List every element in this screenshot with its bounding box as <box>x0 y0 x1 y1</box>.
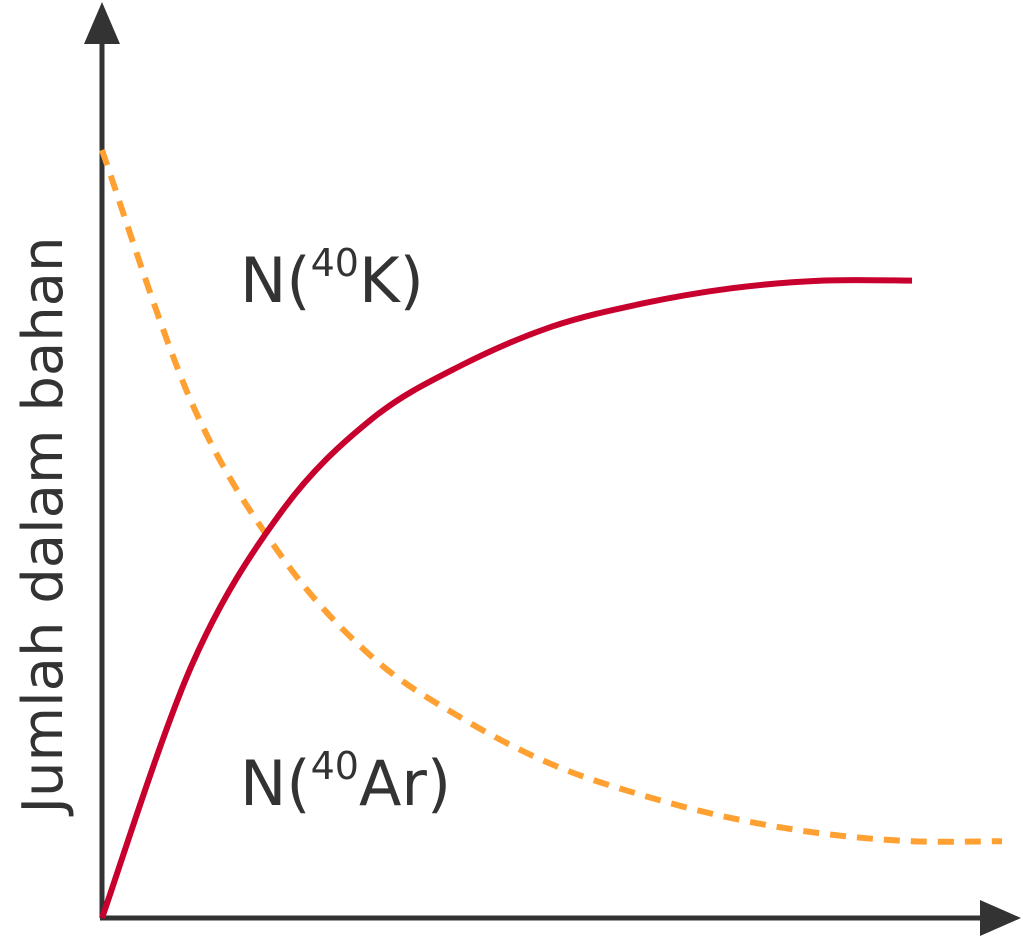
series-label-k-sup: 40 <box>311 241 359 285</box>
series-label-ar: N(40Ar) <box>240 744 451 820</box>
series-label-ar-main: N( <box>240 747 311 820</box>
x-axis-arrowhead <box>980 900 1021 936</box>
series-label-k: N(40K) <box>240 241 424 317</box>
axes <box>84 2 1021 936</box>
y-axis-label: Jumlah dalam bahan <box>11 237 76 817</box>
series-label-ar-sup: 40 <box>311 744 359 788</box>
series-label-k-main: N( <box>240 244 311 317</box>
y-axis-arrowhead <box>84 2 120 44</box>
series-label-ar-tail: Ar) <box>359 747 451 820</box>
series-line-0 <box>99 148 1003 845</box>
series-layer <box>99 148 1003 920</box>
series-line-1 <box>99 277 913 920</box>
series-label-k-tail: K) <box>359 244 424 317</box>
